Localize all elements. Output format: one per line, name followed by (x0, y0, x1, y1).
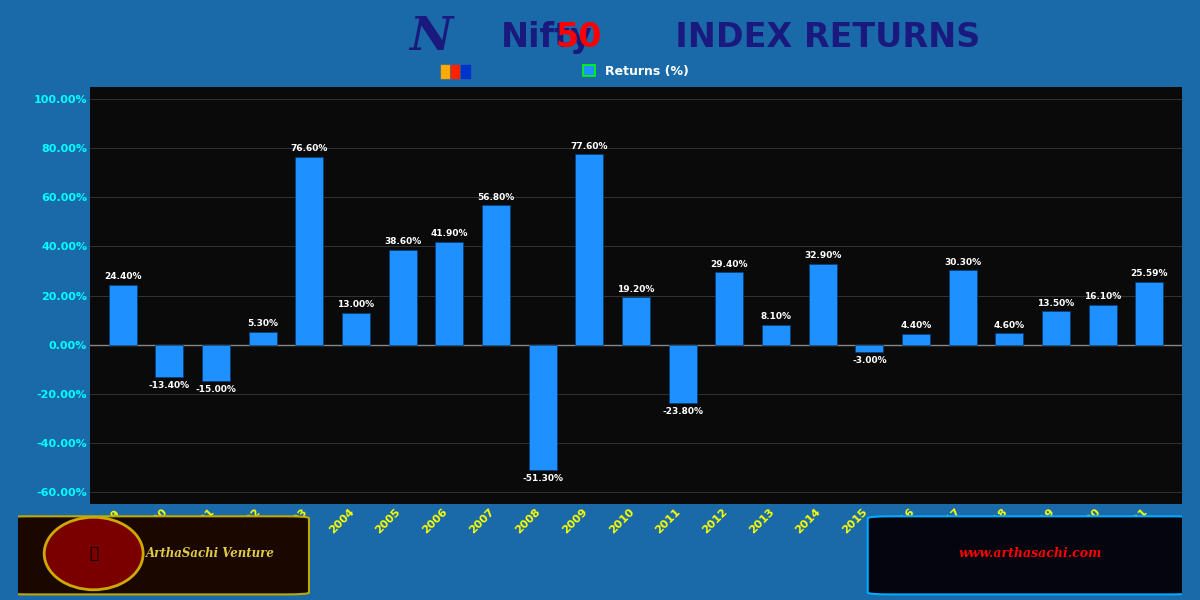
Text: 4.60%: 4.60% (994, 320, 1025, 329)
Text: 13.50%: 13.50% (1037, 299, 1075, 308)
Ellipse shape (44, 517, 143, 590)
Bar (529, 344, 557, 470)
Text: 8.10%: 8.10% (761, 312, 792, 321)
Text: 24.40%: 24.40% (104, 272, 142, 281)
Text: 13.00%: 13.00% (337, 300, 374, 309)
Text: -51.30%: -51.30% (522, 474, 563, 483)
Bar (1042, 311, 1070, 344)
Bar (1088, 305, 1117, 344)
Text: www.arthasachi.com: www.arthasachi.com (959, 547, 1103, 560)
Text: 4.40%: 4.40% (900, 321, 931, 330)
Text: 19.20%: 19.20% (617, 285, 655, 294)
Bar (462, 64, 469, 78)
Text: 5.30%: 5.30% (247, 319, 278, 328)
Bar (451, 64, 460, 78)
Text: INDEX RETURNS: INDEX RETURNS (653, 21, 980, 54)
Bar (482, 205, 510, 344)
Text: -3.00%: -3.00% (852, 356, 887, 365)
Bar (202, 344, 230, 382)
Text: 29.40%: 29.40% (710, 260, 748, 269)
Text: Nifty: Nifty (502, 21, 593, 54)
Bar (715, 272, 743, 344)
Text: 38.60%: 38.60% (384, 237, 421, 246)
Bar (668, 344, 697, 403)
FancyBboxPatch shape (868, 516, 1194, 595)
Text: 76.60%: 76.60% (290, 144, 328, 153)
Text: 25.59%: 25.59% (1130, 269, 1168, 278)
Text: -23.80%: -23.80% (662, 407, 703, 416)
FancyBboxPatch shape (6, 516, 310, 595)
Text: -15.00%: -15.00% (196, 385, 236, 394)
Bar (248, 332, 277, 344)
Bar (436, 242, 463, 344)
Bar (995, 333, 1024, 344)
Bar (440, 64, 449, 78)
Text: 🌳: 🌳 (89, 546, 98, 561)
Bar (949, 270, 977, 344)
Bar (342, 313, 370, 344)
Bar (856, 344, 883, 352)
Bar (389, 250, 416, 344)
Text: 30.30%: 30.30% (944, 257, 982, 266)
Text: ArthaSachi Venture: ArthaSachi Venture (145, 547, 275, 560)
Legend: Returns (%): Returns (%) (578, 60, 694, 83)
Text: -13.40%: -13.40% (149, 381, 190, 390)
Bar (295, 157, 323, 344)
Bar (1135, 282, 1163, 344)
Text: 32.90%: 32.90% (804, 251, 841, 260)
Text: 41.90%: 41.90% (431, 229, 468, 238)
Bar (575, 154, 604, 344)
Bar (109, 285, 137, 344)
Text: 56.80%: 56.80% (478, 193, 515, 202)
Text: 16.10%: 16.10% (1084, 292, 1121, 301)
Text: 77.60%: 77.60% (570, 142, 608, 151)
Bar (902, 334, 930, 344)
Text: 50: 50 (556, 21, 602, 54)
Bar (762, 325, 790, 344)
Text: N: N (409, 14, 452, 61)
Bar (155, 344, 184, 377)
Bar (809, 264, 836, 344)
Bar (622, 298, 650, 344)
